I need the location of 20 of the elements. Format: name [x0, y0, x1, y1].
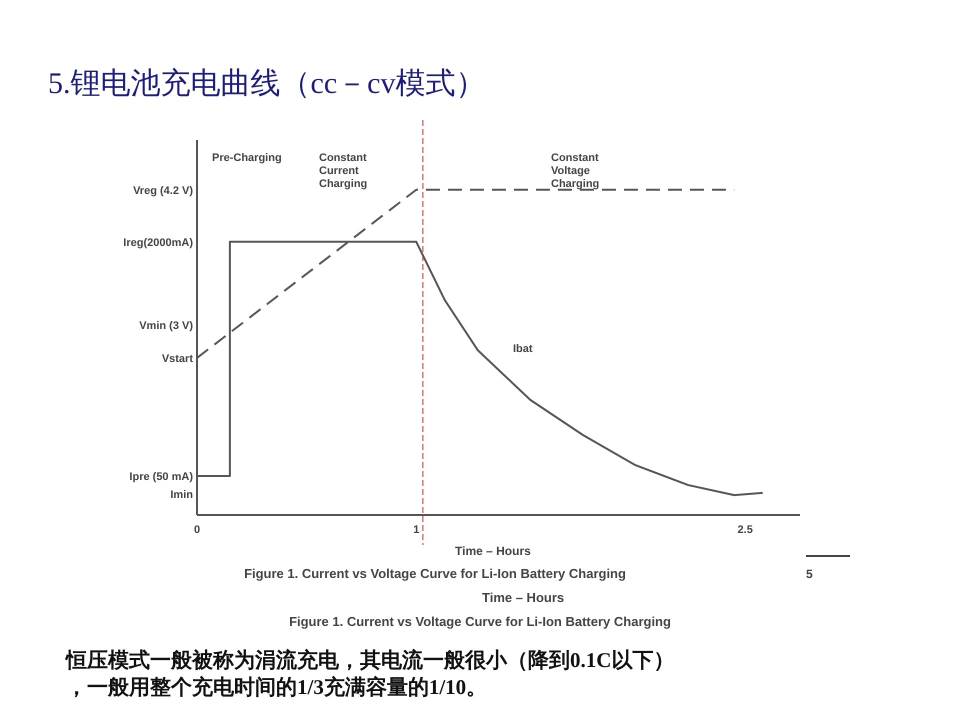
- text: Time – Hours: [482, 590, 564, 605]
- x-tick-label: 2.5: [738, 524, 753, 536]
- text: Pre-Charging: [212, 152, 282, 164]
- x-axis-title: Time – Hours: [455, 544, 532, 558]
- text: Imin: [170, 489, 194, 501]
- text: 恒压模式一般被称为涓流充电，其电流一般很小（降到0.1C以下），一般用整个充电时间的1/3充满容量的1/10。: [64, 648, 674, 699]
- caption: Figure 1. Current vs Voltage Curve for Li-Ion Battery Charging: [244, 566, 626, 581]
- annotation: Constant Current Charging: [319, 152, 368, 190]
- annotation: Constant Voltage Charging: [551, 152, 600, 190]
- x-tick-label: 1: [413, 524, 420, 536]
- annotation: Ibat: [513, 343, 533, 355]
- caption: Figure 1. Current vs Voltage Curve for Li-Ion Battery Charging: [289, 614, 671, 629]
- text: Ipre (50 mA): [129, 471, 194, 483]
- text: Vreg (4.2 V): [133, 185, 194, 197]
- text: Vstart: [162, 353, 194, 365]
- chart-title: 5.锂电池充电曲线（cc－cv模式）: [48, 67, 486, 100]
- text: Ireg(2000mA): [123, 237, 194, 249]
- text: 5: [806, 567, 813, 581]
- text: Vmin (3 V): [139, 320, 194, 332]
- x-tick-label: 0: [194, 524, 200, 536]
